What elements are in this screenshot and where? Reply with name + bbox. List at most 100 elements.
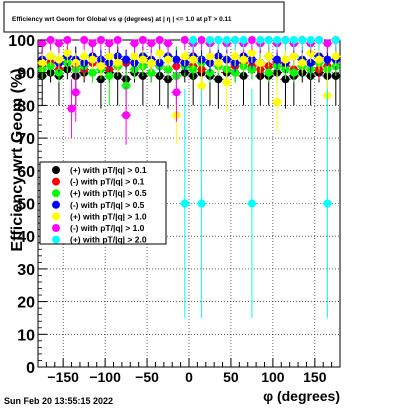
data-point bbox=[164, 39, 173, 48]
data-point bbox=[105, 71, 114, 80]
data-point bbox=[155, 49, 164, 58]
legend-label: (+) with pT/|q| > 1.0 bbox=[70, 211, 147, 221]
legend: (+) with pT/|q| > 0.1 (-) with pT/|q| > 0… bbox=[39, 161, 167, 245]
data-point bbox=[122, 111, 131, 120]
legend-label: (+) with pT/|q| > 2.0 bbox=[70, 235, 147, 245]
data-point bbox=[214, 58, 223, 67]
timestamp: Sun Feb 20 13:55:15 2022 bbox=[4, 396, 113, 406]
data-point bbox=[247, 36, 256, 44]
data-point bbox=[63, 49, 72, 58]
data-point bbox=[231, 52, 240, 61]
data-point bbox=[113, 58, 122, 67]
axes: −150 −100 −50 0 50 100 150 0 10 20 30 40 50 60 70 80 90 1… bbox=[8, 33, 341, 385]
data-point bbox=[71, 88, 80, 97]
legend-label: (-) with pT/|q| > 0.1 bbox=[70, 177, 145, 187]
data-point bbox=[264, 68, 273, 77]
data-point bbox=[46, 36, 55, 44]
data-point bbox=[323, 39, 332, 48]
data-point bbox=[331, 52, 340, 61]
data-point bbox=[189, 55, 198, 64]
x-tick-label: 150 bbox=[303, 369, 327, 385]
y-tick-label: 60 bbox=[17, 164, 35, 181]
data-point bbox=[172, 55, 181, 64]
x-tick-label: −100 bbox=[89, 369, 121, 385]
x-axis-label: φ (degrees) bbox=[263, 388, 340, 404]
legend-box bbox=[39, 161, 167, 245]
y-tick-label: 90 bbox=[17, 66, 35, 83]
data-point bbox=[264, 36, 273, 44]
title-box bbox=[3, 1, 285, 33]
data-point bbox=[88, 68, 97, 77]
legend-label: (-) with pT/|q| > 0.5 bbox=[70, 200, 145, 210]
legend-marker bbox=[52, 224, 60, 232]
x-tick-label: −50 bbox=[135, 369, 159, 385]
data-point bbox=[273, 36, 282, 44]
data-point bbox=[222, 36, 231, 44]
data-point bbox=[306, 36, 315, 44]
data-point bbox=[189, 36, 198, 44]
data-point bbox=[256, 58, 265, 67]
y-tick-label: 50 bbox=[17, 197, 35, 214]
data-point bbox=[281, 55, 290, 64]
data-point bbox=[273, 55, 282, 64]
data-point bbox=[80, 52, 89, 61]
data-point bbox=[315, 36, 324, 44]
legend-marker bbox=[52, 177, 60, 186]
data-point bbox=[67, 104, 76, 113]
data-point bbox=[138, 36, 147, 44]
y-tick-label: 20 bbox=[17, 295, 35, 312]
data-point bbox=[298, 36, 307, 44]
data-point bbox=[214, 36, 223, 44]
data-point bbox=[323, 55, 332, 64]
data-point bbox=[323, 199, 332, 208]
y-tick-label: 80 bbox=[17, 98, 35, 115]
data-point bbox=[289, 52, 298, 61]
data-point bbox=[172, 88, 181, 97]
data-point bbox=[239, 36, 248, 44]
x-tick-label: −150 bbox=[47, 369, 79, 385]
data-point bbox=[247, 49, 256, 58]
data-point bbox=[54, 39, 63, 48]
data-points bbox=[37, 36, 341, 318]
data-point bbox=[264, 52, 273, 61]
legend-marker bbox=[52, 235, 60, 244]
y-tick-label: 0 bbox=[26, 360, 35, 377]
data-point bbox=[147, 58, 156, 67]
data-point bbox=[315, 55, 324, 64]
data-point bbox=[164, 55, 173, 64]
data-point bbox=[138, 55, 147, 64]
data-point bbox=[180, 52, 189, 61]
data-point bbox=[113, 36, 122, 44]
data-point bbox=[231, 36, 240, 44]
data-point bbox=[46, 52, 55, 61]
data-point bbox=[130, 52, 139, 61]
data-point bbox=[96, 36, 105, 44]
data-point bbox=[289, 36, 298, 44]
data-point bbox=[214, 75, 223, 84]
data-point bbox=[88, 55, 97, 64]
y-tick-label: 30 bbox=[17, 262, 35, 279]
data-point bbox=[298, 58, 307, 67]
y-axis-label: Efficiency wrt Geom (%) bbox=[9, 68, 26, 251]
x-tick-label: 0 bbox=[185, 369, 193, 385]
data-point bbox=[239, 55, 248, 64]
x-tick-label: 100 bbox=[261, 369, 285, 385]
data-point bbox=[180, 199, 189, 208]
legend-label: (-) with pT/|q| > 1.0 bbox=[70, 223, 145, 233]
data-point bbox=[122, 55, 131, 64]
data-point bbox=[205, 52, 214, 61]
data-point bbox=[222, 78, 231, 87]
chart-title: Efficiency wrt Geom for Global vs φ (deg… bbox=[12, 16, 232, 23]
legend-label: (+) with pT/|q| > 0.5 bbox=[70, 188, 147, 198]
data-point bbox=[289, 68, 298, 77]
data-point bbox=[54, 55, 63, 64]
y-tick-label: 40 bbox=[17, 229, 35, 246]
y-tick-label: 10 bbox=[17, 327, 35, 344]
data-point bbox=[180, 36, 189, 44]
legend-marker bbox=[52, 212, 60, 221]
y-tick-label: 70 bbox=[17, 131, 35, 148]
legend-label: (+) with pT/|q| > 0.1 bbox=[70, 165, 147, 175]
data-point bbox=[147, 39, 156, 48]
